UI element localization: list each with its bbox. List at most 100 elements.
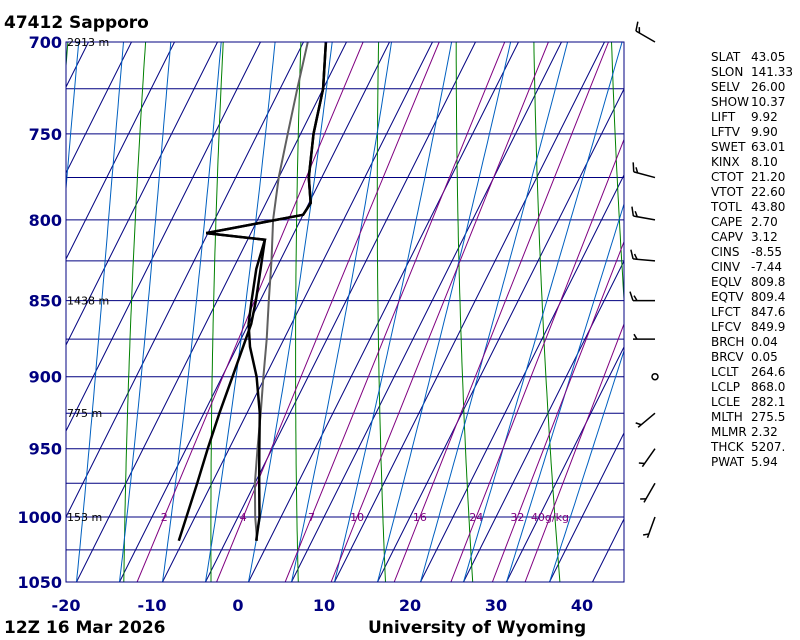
barb-feather [633, 295, 638, 301]
index-name: SWET [711, 140, 746, 154]
index-name: EQTV [711, 290, 744, 304]
mixing-ratio-line [393, 42, 609, 582]
index-name: SHOW [711, 95, 749, 109]
temperature-tick-label: 0 [232, 596, 243, 615]
temperature-line [205, 42, 328, 541]
pressure-tick-label: 1000 [17, 508, 62, 527]
barb-feather [632, 162, 635, 172]
sounding-profiles [177, 42, 328, 542]
isotherm-line [0, 42, 3, 582]
mixing-ratio-line [284, 42, 506, 582]
temperature-tick-label: 20 [399, 596, 421, 615]
isotherm-line [334, 42, 605, 582]
index-value: 809.4 [751, 290, 785, 304]
isotherm-line [463, 259, 624, 582]
index-name: SLON [711, 65, 743, 79]
barb-feather [634, 210, 638, 217]
barb-feather [635, 21, 639, 32]
height-labels: 2913 m 1438 m 775 m 153 m [67, 36, 109, 524]
wind-barb [635, 21, 656, 43]
isotherm-line [66, 42, 218, 347]
footer-time: 12Z 16 Mar 2026 [4, 618, 165, 638]
index-name: CINS [711, 245, 740, 259]
mixing-ratio-label: 10 [350, 511, 364, 524]
barb-feather [629, 291, 634, 301]
mixing-ratio-label: 2 [161, 511, 168, 524]
moist-adiabat-line [66, 42, 80, 195]
dry-adiabat-line [611, 42, 624, 307]
pressure-axis: 700 750 800 850 900 950 1000 1050 [17, 33, 62, 592]
moist-adiabat-line [549, 349, 624, 582]
barb-feather [642, 533, 649, 536]
index-value: 9.92 [751, 110, 778, 124]
index-value: 5.94 [751, 455, 778, 469]
temperature-tick-label: 10 [313, 596, 335, 615]
dry-adiabat-line [210, 42, 224, 582]
isotherm-line [66, 42, 261, 433]
dry-adiabat-line [455, 42, 474, 582]
index-name: CTOT [711, 170, 744, 184]
moist-adiabat-line [291, 42, 392, 582]
wind-barb [638, 448, 656, 468]
temperature-axis: -20 -10 0 10 20 30 40 [52, 596, 594, 615]
barb-feather [635, 167, 639, 174]
index-name: LCLE [711, 395, 740, 409]
index-value: 43.80 [751, 200, 785, 214]
index-name: SLAT [711, 50, 741, 64]
index-value: 5207. [751, 440, 785, 454]
isotherm-line [377, 87, 624, 582]
moist-adiabat-line [334, 42, 453, 582]
mixing-ratio-label: 4 [240, 511, 247, 524]
barb-feather [635, 422, 642, 426]
index-name: CINV [711, 260, 741, 274]
isotherm-line [291, 42, 562, 582]
mixing-ratio-line [136, 42, 364, 582]
parcel-path-line [253, 42, 309, 541]
index-name: CAPV [711, 230, 744, 244]
index-value: 63.01 [751, 140, 785, 154]
isotherm-line [162, 42, 433, 582]
index-name: LIFT [711, 110, 736, 124]
moist-adiabat-line [377, 42, 512, 582]
index-name: VTOT [711, 185, 744, 199]
barb-feather [633, 333, 638, 340]
wind-barb [642, 516, 656, 538]
moist-adiabat-line [463, 42, 623, 582]
isotherm-line [66, 42, 132, 175]
pressure-tick-label: 900 [29, 368, 62, 387]
mixing-ratio-label: 24 [469, 511, 483, 524]
index-value: 26.00 [751, 80, 785, 94]
mixing-ratio-line [450, 138, 624, 582]
index-name: LFTV [711, 125, 741, 139]
isotherm-line [205, 42, 476, 582]
index-value: 2.32 [751, 425, 778, 439]
index-value: 0.04 [751, 335, 778, 349]
pressure-tick-label: 800 [29, 211, 62, 230]
wind-barb [629, 291, 655, 302]
background-grid [0, 42, 624, 582]
barb-feather [631, 206, 635, 217]
isotherm-line [66, 42, 175, 261]
dry-adiabat-line [376, 42, 386, 582]
footer-source: University of Wyoming [368, 618, 586, 638]
wind-barb [632, 162, 656, 179]
isotherm-line [506, 345, 624, 582]
moist-adiabat-line [506, 202, 624, 582]
height-label: 153 m [67, 511, 102, 524]
index-name: THCK [710, 440, 745, 454]
index-value: 275.5 [751, 410, 785, 424]
isotherm-line [420, 173, 624, 582]
index-name: BRCV [711, 350, 744, 364]
barb-feather [630, 249, 634, 260]
mixing-ratio-labels: 2 4 7 10 16 24 32 40g/kg [161, 511, 569, 524]
isotherm-line [0, 42, 46, 582]
mixing-ratio-label: 40g/kg [531, 511, 569, 524]
index-value: 282.1 [751, 395, 785, 409]
index-name: TOTL [710, 200, 742, 214]
mixing-ratio-label: 32 [510, 511, 524, 524]
index-name: PWAT [711, 455, 745, 469]
height-label: 1438 m [67, 295, 109, 308]
index-value: 3.12 [751, 230, 778, 244]
index-value: 10.37 [751, 95, 785, 109]
index-value: 809.8 [751, 275, 785, 289]
